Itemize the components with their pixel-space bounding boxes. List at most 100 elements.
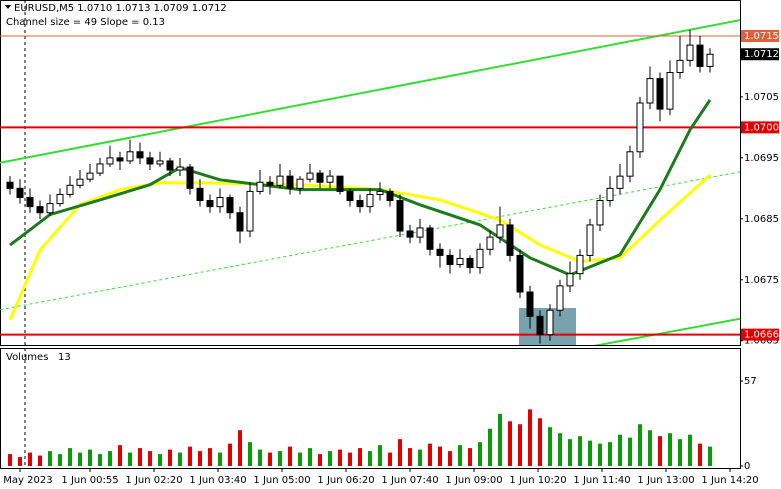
candle-body [606,187,614,202]
candle-body [646,78,654,104]
y-tick-label: 1.0705 [744,92,779,103]
volume-bar [68,448,72,466]
candle-body [386,190,394,202]
channel-upper [0,19,740,164]
volume-bar [258,449,262,466]
candle-body [336,175,344,192]
volume-bar [248,442,252,466]
candle-body [26,196,34,208]
candle-body [506,224,514,256]
candle-body [396,200,404,232]
candle-body [46,203,54,214]
volume-bar [138,448,142,466]
candle-body [636,102,644,153]
candle-body [316,172,324,183]
volume-bar [708,446,712,466]
candle-body [406,230,414,238]
volume-bar [528,409,532,466]
volume-bar [148,451,152,466]
volume-bar [298,452,302,466]
level-box [741,121,779,134]
level-box [741,29,779,42]
volume-bar [668,433,672,466]
volume-bar [698,443,702,466]
level-box [741,328,779,341]
candle-body [416,227,424,238]
candle-body [56,193,64,205]
volume-bar [508,421,512,466]
candle-body [346,190,354,202]
volume-bar [98,454,102,466]
volume-bar [538,418,542,466]
candle-body [376,190,384,195]
volume-bar [348,452,352,466]
x-tick-label: 1 Jun 13:00 [637,475,694,486]
candle-body [576,254,584,275]
volume-bar [628,437,632,466]
volume-value: 13 [58,352,71,363]
volume-bar [108,451,112,466]
volume-bar [438,446,442,466]
candle-body [296,178,304,189]
x-tick-label: 1 Jun 03:40 [189,475,246,486]
candle-body [206,200,214,208]
candle-body [366,193,374,208]
candle-body [196,187,204,202]
candle-body [626,151,634,177]
x-tick-label: 1 Jun 07:40 [381,475,438,486]
volume-bar [598,443,602,466]
volume-bar [38,455,42,466]
candle-body [6,181,14,189]
volume-bar [498,413,502,466]
candle-body [266,181,274,186]
candle-body [356,200,364,208]
x-tick-label: 1 Jun 10:20 [509,475,566,486]
volume-bar [8,454,12,466]
volume-bar [638,424,642,466]
candle-body [586,224,594,256]
volume-bar [208,448,212,466]
candle-body [706,53,714,67]
candle-body [486,236,494,250]
candle-body [146,157,154,165]
volume-bar [618,434,622,466]
volume-bar [478,442,482,466]
candle-body [96,163,104,174]
candle-body [106,157,114,165]
x-tick-label: 1 Jun 06:20 [317,475,374,486]
x-tick-label: 1 Jun 02:20 [125,475,182,486]
candle-body [126,151,134,162]
subheader: Channel size = 49 Slope = 0.13 [6,17,165,28]
volume-bar [118,445,122,466]
volume-bar [368,451,372,466]
candle-body [176,166,184,171]
main-pane [0,0,741,346]
volume-bar [688,434,692,466]
candle-body [16,187,24,198]
volume-bar [178,452,182,466]
plot-area [0,19,740,345]
volume-bar [28,452,32,466]
candle-body [566,273,574,287]
volume-bar [608,442,612,466]
candle-body [76,178,84,186]
volume-bar [588,440,592,466]
volume-bar [338,449,342,466]
volume-bar [18,457,22,466]
volume-bar [278,451,282,466]
candle-body [676,59,684,74]
candle-body [696,44,704,67]
volume-bar [318,454,322,466]
level-box [741,48,779,61]
candle-body [66,184,74,195]
candle-body [326,175,334,183]
y-tick-label: 1.0685 [744,214,779,225]
volume-label: Volumes [6,352,48,363]
candle-body [546,309,554,336]
candle-body [216,196,224,208]
volume-bar [128,452,132,466]
volume-bar [408,448,412,466]
candle-body [226,196,234,214]
volume-bar [198,451,202,466]
